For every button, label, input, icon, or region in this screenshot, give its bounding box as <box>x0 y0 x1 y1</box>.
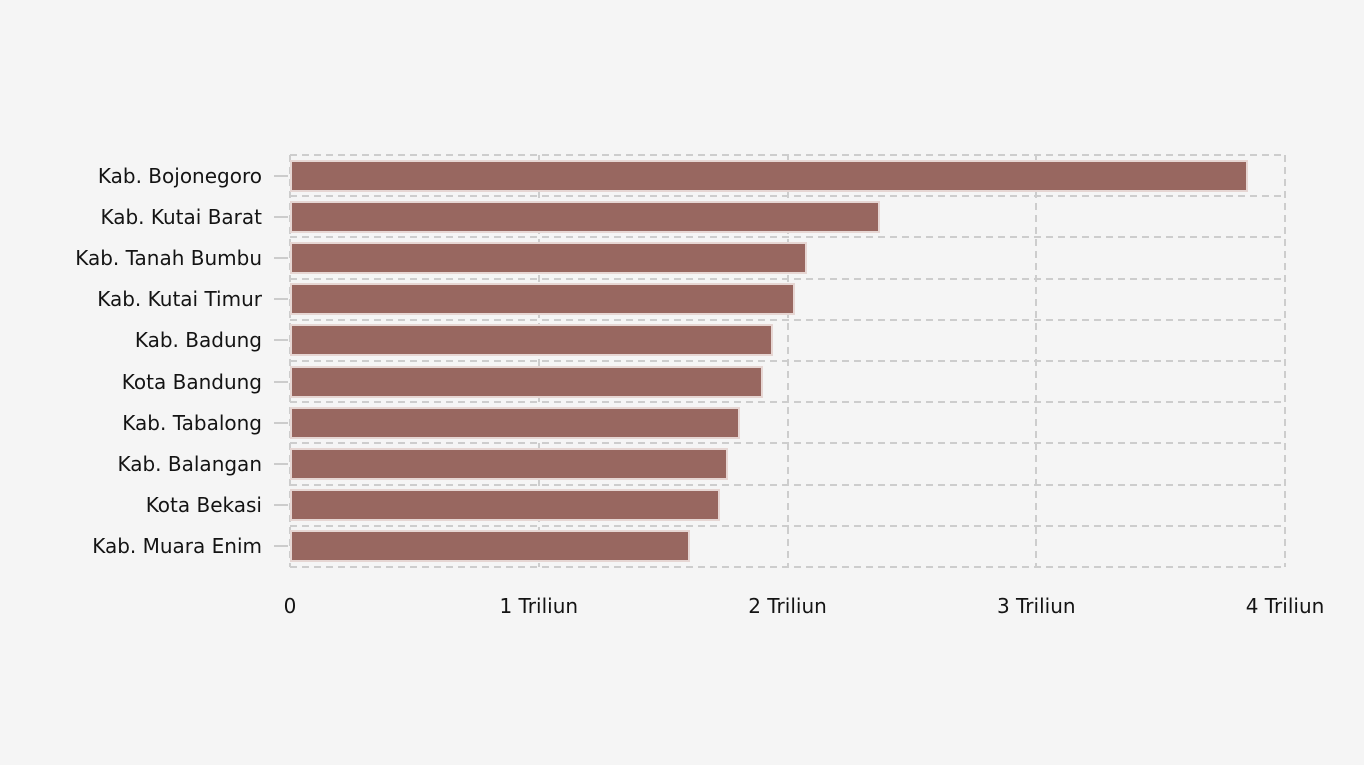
y-axis-tick <box>274 545 288 548</box>
y-axis-tick <box>274 215 288 218</box>
y-axis-label: Kab. Balangan <box>117 451 262 476</box>
x-axis-tick-label: 0 <box>283 594 297 618</box>
y-axis-label: Kab. Tanah Bumbu <box>75 245 262 270</box>
y-axis-tick <box>274 298 288 301</box>
plot-area <box>289 154 1286 568</box>
y-gridline <box>290 442 1285 445</box>
bar[interactable] <box>290 242 808 274</box>
bar[interactable] <box>290 489 721 522</box>
y-axis-tick <box>274 504 288 507</box>
bar[interactable] <box>290 530 691 563</box>
y-axis-tick <box>274 421 288 424</box>
bar[interactable] <box>290 159 1248 192</box>
y-axis-tick <box>274 380 288 383</box>
y-axis-label: Kab. Kutai Timur <box>97 287 262 312</box>
y-axis-label: Kab. Bojonegoro <box>97 163 262 188</box>
y-gridline <box>290 195 1285 198</box>
y-axis-label: Kota Bandung <box>121 369 262 394</box>
y-gridline <box>290 566 1285 568</box>
x-axis-tick-label: 2 Triliun <box>748 594 827 618</box>
y-gridline <box>290 236 1285 239</box>
y-axis-tick <box>274 257 288 259</box>
bar[interactable] <box>290 200 880 233</box>
bar[interactable] <box>290 324 773 357</box>
bar[interactable] <box>290 406 741 439</box>
y-axis-tick <box>274 463 288 465</box>
y-gridline <box>290 154 1285 156</box>
y-gridline <box>290 524 1285 527</box>
bar[interactable] <box>290 283 795 316</box>
bar[interactable] <box>290 365 763 398</box>
y-axis-label: Kab. Muara Enim <box>92 534 262 559</box>
y-axis-label: Kab. Tabalong <box>122 410 262 435</box>
x-axis-tick-label: 3 Triliun <box>996 594 1076 618</box>
y-axis-label: Kota Bekasi <box>145 493 262 518</box>
x-axis-tick-label: 1 Triliun <box>499 594 579 618</box>
y-axis-label: Kab. Badung <box>134 328 262 353</box>
y-gridline <box>290 401 1285 404</box>
y-axis-label: Kab. Kutai Barat <box>100 204 262 229</box>
y-axis-tick <box>274 174 288 177</box>
y-gridline <box>290 277 1285 280</box>
bar[interactable] <box>290 448 728 480</box>
y-gridline <box>290 318 1285 321</box>
y-gridline <box>290 360 1285 362</box>
x-axis-tick-label: 4 Triliun <box>1245 594 1325 618</box>
y-gridline <box>290 483 1285 486</box>
y-axis-tick <box>274 339 288 342</box>
x-gridline <box>1284 155 1286 567</box>
